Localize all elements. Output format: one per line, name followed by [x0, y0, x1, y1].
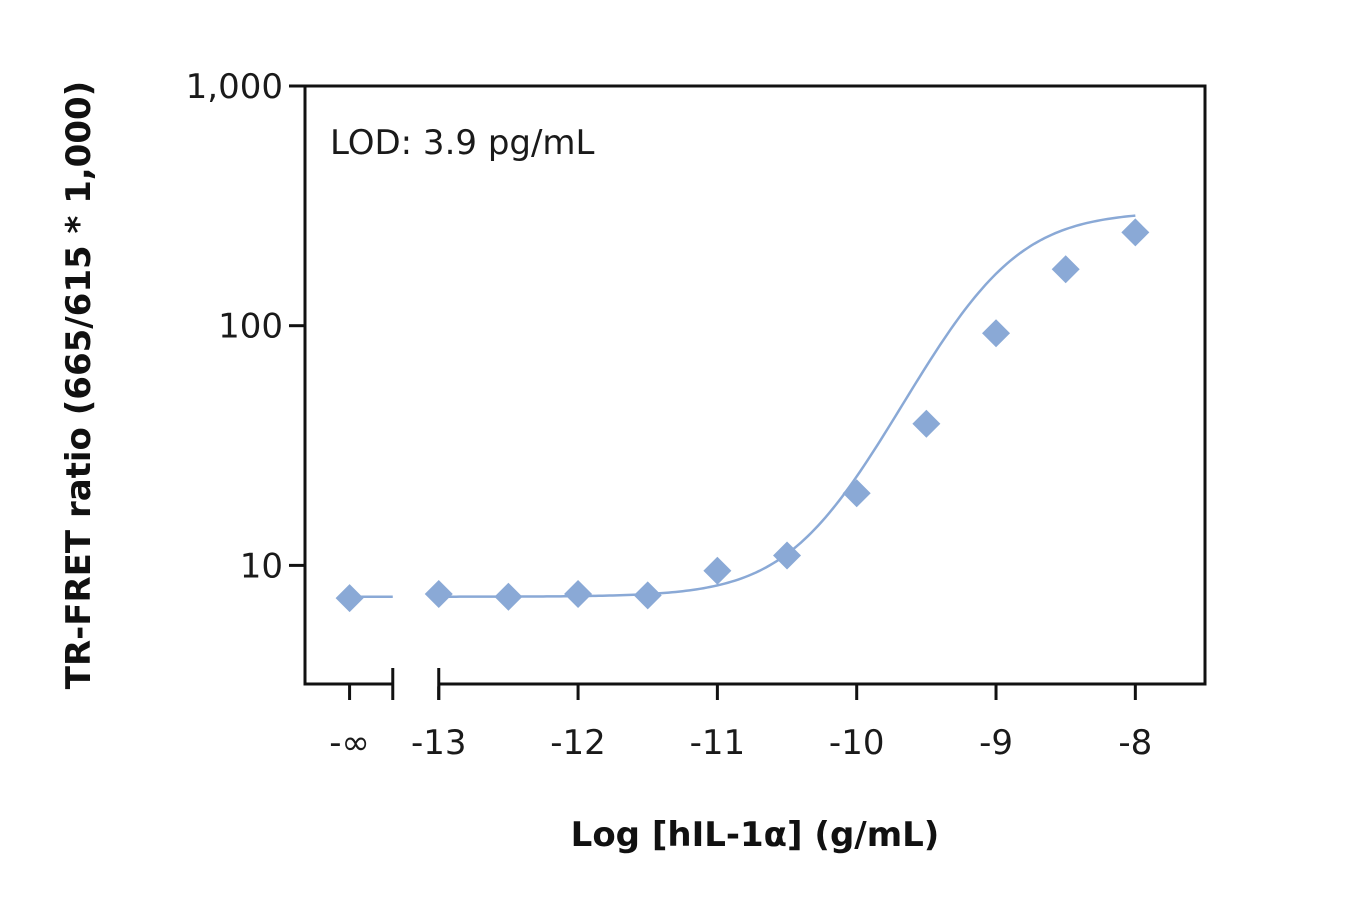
data-point-1	[424, 579, 453, 608]
y-axis-title: TR-FRET ratio (665/615 * 1,000)	[59, 81, 99, 689]
data-point-6	[773, 541, 802, 570]
fit-curve-group	[349, 214, 1136, 598]
y-tick-label-0: 10	[240, 546, 283, 586]
y-axis: 10 100 1,000	[186, 67, 305, 586]
x-axis: -∞ -13 -12 -11 -10 -9 -8	[329, 668, 1152, 763]
y-tick-label-2: 1,000	[186, 67, 283, 107]
x-tick-label-1: -13	[411, 723, 467, 763]
data-point-7	[842, 479, 871, 508]
data-point-9	[982, 319, 1011, 348]
data-points-group	[335, 218, 1150, 613]
data-point-11	[1121, 218, 1150, 247]
plot-frame	[303, 84, 1207, 686]
lod-annotation: LOD: 3.9 pg/mL	[330, 123, 595, 163]
data-point-10	[1051, 255, 1080, 284]
data-point-4	[633, 581, 662, 610]
data-point-3	[564, 579, 593, 608]
fit-curve	[438, 214, 1136, 598]
data-point-8	[912, 409, 941, 438]
data-point-0	[335, 584, 364, 613]
x-tick-label-3: -11	[690, 723, 746, 763]
data-point-5	[703, 556, 732, 585]
y-tick-label-1: 100	[218, 307, 283, 347]
data-point-2	[494, 582, 523, 611]
x-tick-label-2: -12	[550, 723, 606, 763]
x-tick-label-4: -10	[829, 723, 885, 763]
x-tick-label-0: -∞	[329, 723, 370, 763]
x-tick-label-6: -8	[1118, 723, 1152, 763]
x-axis-title: Log [hIL-1α] (g/mL)	[571, 815, 940, 855]
x-tick-label-5: -9	[979, 723, 1013, 763]
